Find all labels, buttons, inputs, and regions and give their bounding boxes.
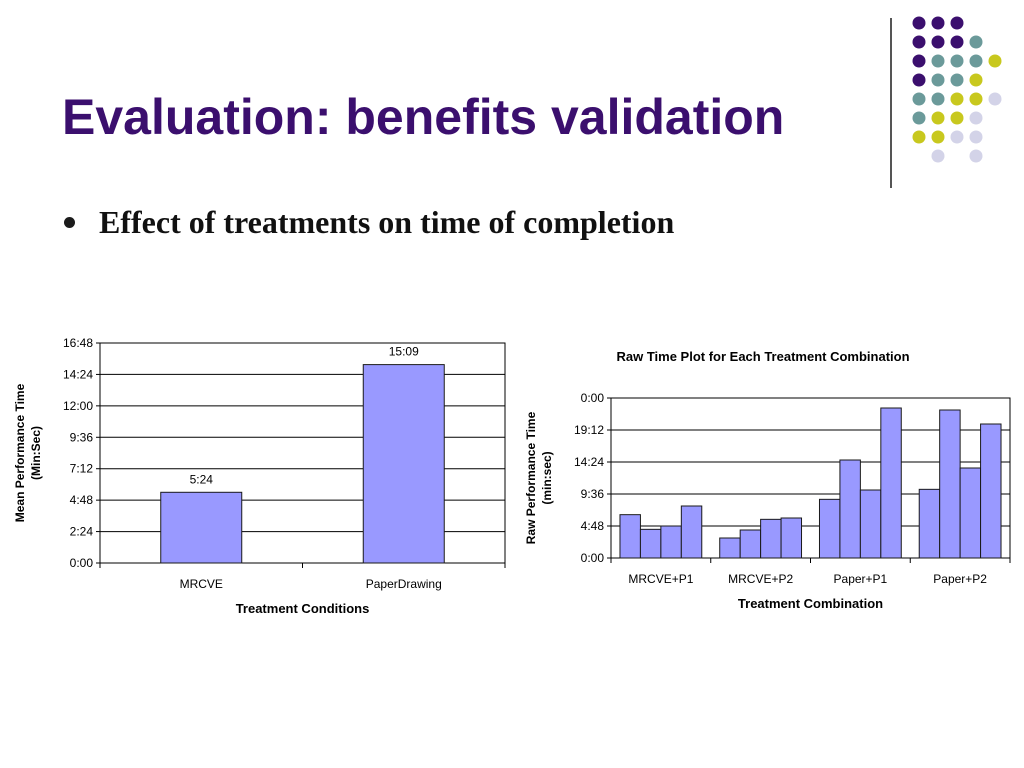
bar	[619, 514, 641, 559]
bar	[859, 489, 882, 559]
y-tick-label: 7:12	[70, 462, 94, 476]
bar	[980, 423, 1002, 559]
bar	[880, 407, 902, 559]
bar	[918, 488, 941, 559]
y-tick-label: 9:36	[70, 430, 94, 444]
dot-yellow-icon	[988, 54, 1002, 68]
y-axis-label: Mean Performance Time	[13, 383, 27, 522]
y-tick-label: 0:00	[70, 556, 94, 570]
dot-teal-icon	[931, 73, 945, 87]
dot-yellow-icon	[931, 130, 945, 144]
y-tick-label: 19:12	[574, 423, 604, 437]
y-tick-label: 16:48	[63, 336, 93, 350]
y-axis-label: (min:sec)	[540, 451, 554, 504]
x-axis-label: Treatment Combination	[738, 596, 883, 611]
dot-teal-icon	[950, 54, 964, 68]
dot-purple-icon	[931, 16, 945, 30]
y-tick-label: 0:00	[581, 551, 605, 565]
y-tick-label: 4:48	[581, 519, 605, 533]
bar	[719, 537, 741, 559]
y-tick-label: 0:00	[581, 391, 605, 405]
dot-yellow-icon	[969, 73, 983, 87]
x-tick-label: MRCVE+P1	[628, 572, 693, 586]
bar	[160, 491, 243, 564]
decorative-dot-grid	[912, 16, 1002, 163]
dot-teal-icon	[912, 92, 926, 106]
dot-purple-icon	[912, 16, 926, 30]
x-tick-label: MRCVE+P2	[728, 572, 793, 586]
y-axis-label: Raw Performance Time	[524, 411, 538, 544]
chart-title: Raw Time Plot for Each Treatment Combina…	[616, 349, 909, 364]
bullet-icon	[64, 217, 75, 228]
bar	[639, 528, 662, 559]
bullet-text: Effect of treatments on time of completi…	[99, 204, 675, 240]
bar	[939, 409, 961, 559]
x-tick-label: MRCVE	[180, 577, 223, 591]
y-tick-label: 9:36	[581, 487, 605, 501]
dot-lavender-icon	[969, 111, 983, 125]
dot-teal-icon	[912, 111, 926, 125]
y-axis-label: (Min:Sec)	[29, 426, 43, 480]
y-tick-label: 2:24	[70, 525, 94, 539]
raw-time-chart: Raw Time Plot for Each Treatment Combina…	[524, 349, 1011, 611]
dot-purple-icon	[912, 35, 926, 49]
y-tick-label: 4:48	[70, 493, 94, 507]
bar	[739, 529, 762, 559]
dot-yellow-icon	[950, 92, 964, 106]
dot-lavender-icon	[950, 130, 964, 144]
bar	[959, 467, 982, 559]
dot-teal-icon	[969, 35, 983, 49]
x-tick-label: Paper+P1	[834, 572, 888, 586]
y-tick-label: 12:00	[63, 399, 93, 413]
bar	[780, 517, 803, 559]
dot-yellow-icon	[912, 130, 926, 144]
bar	[760, 518, 782, 559]
y-tick-label: 14:24	[574, 455, 604, 469]
dot-lavender-icon	[931, 149, 945, 163]
dot-purple-icon	[950, 35, 964, 49]
slide-title: Evaluation: benefits validation	[62, 89, 785, 145]
bullet-item: Effect of treatments on time of completi…	[64, 204, 674, 241]
x-tick-label: Paper+P2	[933, 572, 987, 586]
dot-purple-icon	[912, 54, 926, 68]
dot-yellow-icon	[931, 111, 945, 125]
x-tick-label: PaperDrawing	[366, 577, 442, 591]
y-tick-label: 14:24	[63, 367, 93, 381]
dot-lavender-icon	[969, 130, 983, 144]
dot-yellow-icon	[950, 111, 964, 125]
bar	[660, 525, 682, 559]
dot-teal-icon	[950, 73, 964, 87]
dot-teal-icon	[931, 92, 945, 106]
dot-purple-icon	[912, 73, 926, 87]
bar	[362, 364, 445, 564]
bar	[839, 459, 861, 559]
title-divider	[890, 18, 892, 188]
dot-yellow-icon	[969, 92, 983, 106]
dot-teal-icon	[931, 54, 945, 68]
bar	[818, 498, 841, 559]
mean-performance-chart: 0:00 2:24 4:48 7:12 9:36 12:00 14:24 16:48 MRCVE…	[13, 336, 506, 616]
dot-purple-icon	[950, 16, 964, 30]
dot-purple-icon	[931, 35, 945, 49]
dot-lavender-icon	[969, 149, 983, 163]
dot-lavender-icon	[988, 92, 1002, 106]
x-axis-label: Treatment Conditions	[236, 601, 370, 616]
data-label: 5:24	[190, 472, 214, 486]
data-label: 15:09	[389, 345, 419, 359]
dot-teal-icon	[969, 54, 983, 68]
bar	[680, 505, 703, 559]
